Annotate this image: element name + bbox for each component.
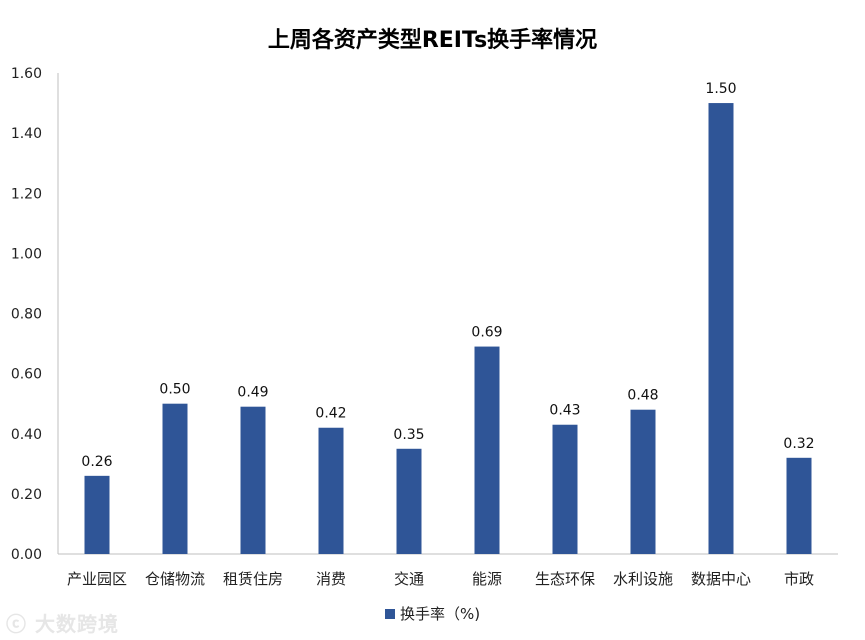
data-label: 0.49	[237, 385, 268, 401]
y-tick-label: 0.40	[11, 427, 42, 443]
x-tick-label: 交通	[394, 570, 424, 588]
bar	[162, 403, 188, 554]
bar	[240, 406, 266, 554]
legend-label: 换手率（%)	[399, 605, 481, 623]
y-tick-label: 1.00	[11, 246, 42, 262]
bar	[630, 409, 656, 554]
data-label: 0.42	[315, 406, 346, 422]
bar	[318, 427, 344, 554]
x-tick-label: 市政	[784, 570, 814, 588]
legend-swatch	[384, 609, 395, 619]
data-label: 0.32	[783, 436, 814, 452]
data-label: 0.26	[81, 454, 112, 470]
bar	[786, 457, 812, 554]
y-tick-label: 0.60	[11, 367, 42, 383]
data-label: 1.50	[705, 81, 736, 97]
x-tick-label: 消费	[316, 570, 346, 588]
chart-title: 上周各资产类型REITs换手率情况	[267, 28, 598, 53]
bar	[396, 448, 422, 554]
bar	[84, 475, 110, 554]
data-label: 0.50	[159, 382, 190, 398]
x-tick-label: 水利设施	[613, 570, 673, 588]
y-tick-label: 1.20	[11, 186, 42, 202]
data-label: 0.43	[549, 403, 580, 419]
y-tick-label: 0.80	[11, 307, 42, 323]
x-tick-label: 生态环保	[535, 570, 595, 588]
y-tick-label: 1.60	[11, 66, 42, 82]
x-tick-label: 能源	[472, 570, 502, 588]
bar	[474, 346, 500, 554]
data-label: 0.69	[471, 325, 502, 341]
y-tick-label: 0.20	[11, 487, 42, 503]
x-tick-label: 数据中心	[691, 570, 751, 588]
x-tick-label: 产业园区	[67, 570, 127, 588]
x-tick-label: 租赁住房	[223, 570, 283, 588]
y-tick-label: 0.00	[11, 547, 42, 563]
data-label: 0.35	[393, 427, 424, 443]
bar	[708, 103, 734, 554]
x-tick-label: 仓储物流	[145, 570, 205, 588]
y-tick-label: 1.40	[11, 126, 42, 142]
legend: 换手率（%)	[0, 603, 865, 624]
watermark-logo: ⓒ 大数跨境	[6, 612, 119, 636]
bar	[552, 424, 578, 554]
data-label: 0.48	[627, 388, 658, 404]
